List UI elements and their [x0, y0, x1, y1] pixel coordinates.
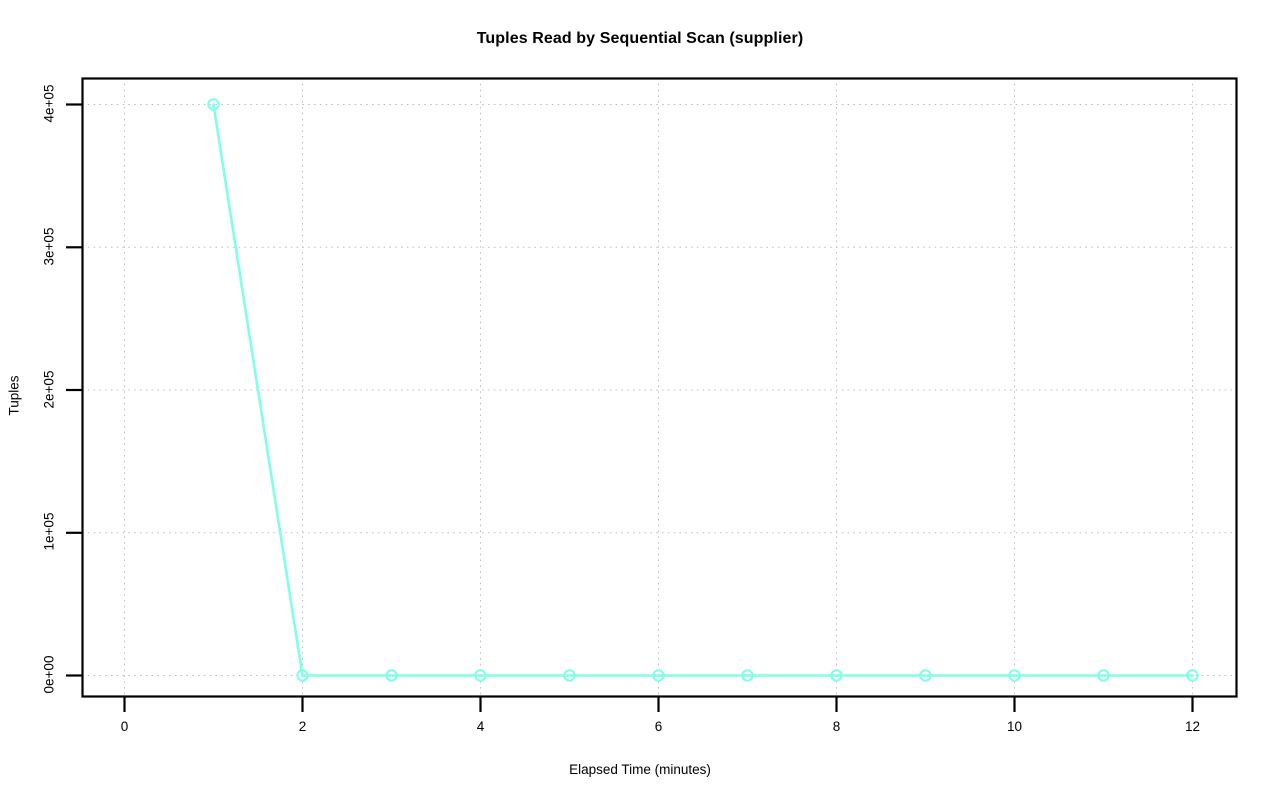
series-markers [207, 98, 1199, 682]
data-point [1008, 669, 1021, 682]
x-tick-label-12: 12 [1184, 719, 1201, 734]
data-point [1186, 669, 1199, 682]
y-tick-label-3e05: 3e+05 [41, 227, 57, 266]
x-tick-label-0: 0 [120, 719, 129, 734]
x-tick-label-2: 2 [298, 719, 307, 734]
vertical-gridlines [124, 78, 1193, 697]
x-axis-label: Elapsed Time (minutes) [569, 762, 711, 777]
series-supplier [207, 98, 1199, 682]
data-point [919, 669, 932, 682]
data-point [474, 669, 487, 682]
data-point [207, 98, 220, 111]
data-point [652, 669, 665, 682]
y-tick-label-0e00: 0e+00 [41, 655, 57, 694]
y-axis-label: Tuples [6, 375, 22, 416]
data-point [563, 669, 576, 682]
plot-frame [81, 77, 1238, 698]
chart-title: Tuples Read by Sequential Scan (supplier… [476, 30, 804, 47]
x-tick-label-10: 10 [1006, 719, 1023, 734]
y-tick-label-4e05: 4e+05 [41, 84, 57, 123]
y-tick-label-1e05: 1e+05 [41, 512, 57, 551]
x-tick-label-6: 6 [654, 719, 663, 734]
series-line [212, 103, 1194, 677]
x-axis-ticks [123, 697, 1194, 712]
x-tick-label-4: 4 [476, 719, 485, 734]
data-point [1097, 669, 1110, 682]
x-tick-label-8: 8 [832, 719, 841, 734]
y-axis-ticks [66, 103, 82, 677]
data-point [385, 669, 398, 682]
horizontal-gridlines [82, 104, 1237, 676]
data-point [741, 669, 754, 682]
data-point [296, 669, 309, 682]
data-point [830, 669, 843, 682]
y-tick-label-2e05: 2e+05 [41, 370, 57, 408]
